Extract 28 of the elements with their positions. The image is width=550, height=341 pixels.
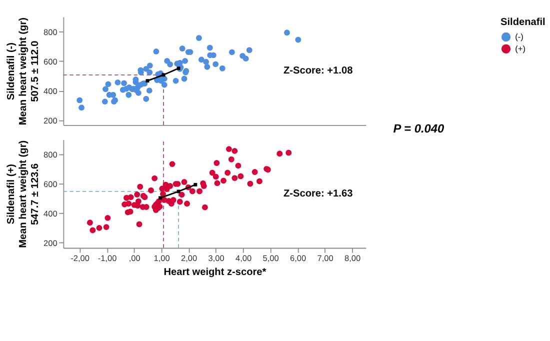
x-tick-label: 1,00 (154, 254, 170, 264)
legend-label: (-) (515, 32, 524, 42)
y-tick-label: 400 (44, 87, 58, 96)
x-tick-label: -2,00 (70, 254, 90, 264)
y-tick-label: 600 (44, 57, 58, 66)
x-tick-label: 2,00 (181, 254, 198, 264)
y-tick-label: 400 (44, 209, 58, 218)
x-tick-label: -1,00 (98, 254, 118, 264)
x-tick-label: 3,00 (208, 254, 225, 264)
x-tick-label: 5,00 (262, 254, 280, 264)
y-tick-label: 800 (44, 28, 58, 37)
y-tick-label: 200 (44, 116, 58, 126)
y-axis-title: Sildenafil (+) Mean heart weight (gr) 547.7 ± 123.6 (6, 140, 42, 248)
y-tick-label: 200 (44, 238, 58, 248)
x-tick-label: 6,00 (290, 254, 307, 264)
text: P = 0.040 (393, 121, 444, 136)
legend-title: Sildenafil (500, 17, 546, 28)
legend-label: (+) (515, 44, 526, 54)
annotation: Z-Score: +1.63 (283, 188, 354, 200)
annotation: Z-Score: +1.08 (283, 66, 354, 77)
x-tick-label: ,00 (128, 254, 141, 264)
y-axis-title: Sildenafil (-) Mean heart weight (gr) 507.5 ± 112.0 (6, 18, 42, 126)
x-axis-title: Heart weight z-score* (164, 266, 266, 278)
y-tick-label: 600 (44, 180, 58, 189)
x-tick-label: 7,00 (317, 254, 334, 264)
x-tick-label: 8,00 (344, 254, 362, 264)
y-tick-label: 800 (44, 150, 58, 160)
x-tick-label: 4,00 (236, 254, 252, 264)
